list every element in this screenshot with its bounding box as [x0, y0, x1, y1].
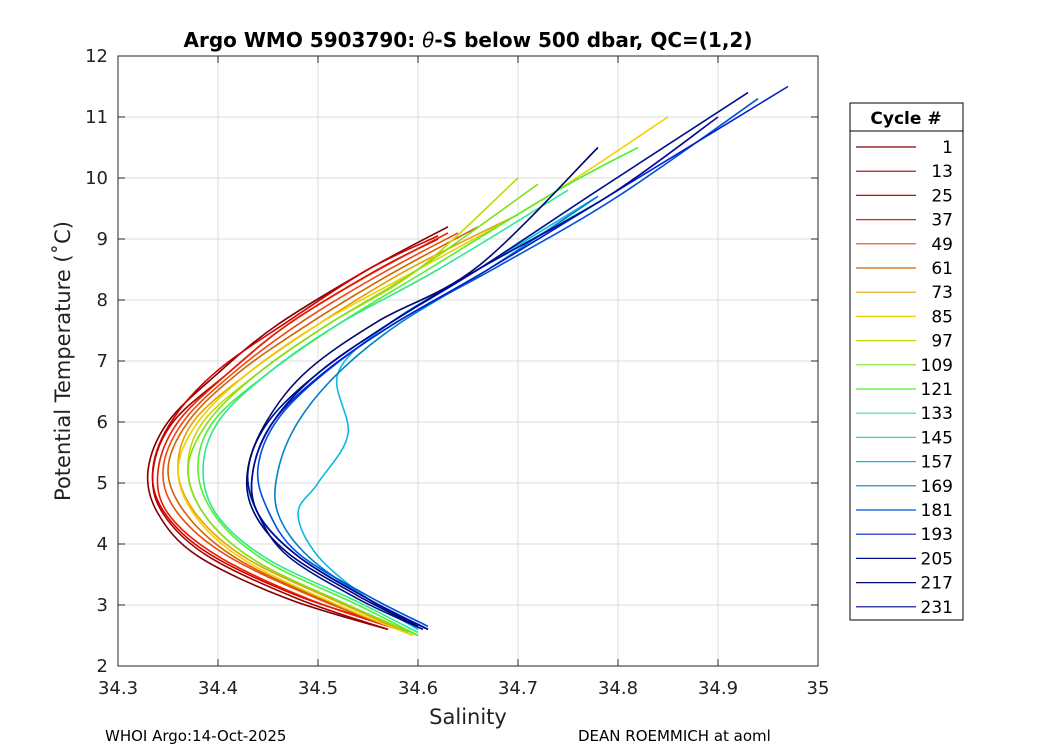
x-tick-label: 35 — [807, 678, 830, 699]
y-tick-label: 11 — [85, 107, 108, 128]
series-line-cycle-217 — [245, 146, 599, 628]
series-line-cycle-25 — [151, 235, 439, 628]
series-line-cycle-181 — [256, 98, 759, 628]
series-line-cycle-73 — [177, 213, 519, 634]
y-tick-label: 5 — [97, 473, 108, 494]
legend-label-cycle-205: 205 — [921, 549, 953, 569]
series-line-cycle-37 — [156, 232, 449, 631]
y-tick-label: 3 — [97, 595, 108, 616]
x-tick-label: 34.9 — [698, 678, 738, 699]
x-tick-label: 34.3 — [98, 678, 138, 699]
y-axis-label: Potential Temperature (˚C) — [51, 221, 75, 501]
series-layer — [146, 85, 789, 637]
chart-title: Argo WMO 5903790: θ-S below 500 dbar, QC… — [184, 28, 753, 52]
legend-label-cycle-37: 37 — [931, 211, 953, 231]
legend-label-cycle-121: 121 — [921, 380, 953, 400]
y-tick-label: 7 — [97, 351, 108, 372]
legend-label-cycle-217: 217 — [921, 574, 953, 594]
x-axis-label: Salinity — [429, 705, 507, 729]
legend-label-cycle-157: 157 — [921, 453, 953, 473]
axis-ticks: 34.3 34.4 34.5 34.6 34.7 34.8 34.9 35 2 3 4 5 6 7 8 9 10… — [85, 46, 829, 699]
series-line-cycle-1 — [146, 226, 449, 631]
y-tick-label: 12 — [85, 46, 108, 67]
x-tick-label: 34.4 — [198, 678, 238, 699]
y-tick-label: 10 — [85, 168, 108, 189]
legend-label-cycle-231: 231 — [921, 598, 953, 618]
x-tick-label: 34.8 — [598, 678, 638, 699]
legend-label-cycle-193: 193 — [921, 525, 953, 545]
legend-label-cycle-97: 97 — [931, 332, 953, 352]
series-line-cycle-49 — [162, 232, 459, 631]
legend: Cycle # 1 13 25 37 49 61 73 85 97 109 121 133 145 157… — [849, 102, 964, 621]
series-line-cycle-133 — [202, 189, 569, 634]
legend-label-cycle-49: 49 — [931, 235, 953, 255]
y-tick-label: 8 — [97, 290, 108, 311]
legend-label-cycle-1: 1 — [942, 138, 953, 158]
legend-label-cycle-25: 25 — [931, 186, 953, 206]
series-line-cycle-231 — [250, 116, 719, 631]
legend-label-cycle-169: 169 — [921, 477, 953, 497]
legend-label-cycle-85: 85 — [931, 307, 953, 327]
legend-label-cycle-109: 109 — [921, 356, 953, 376]
x-tick-label: 34.6 — [398, 678, 438, 699]
legend-label-cycle-13: 13 — [931, 162, 953, 182]
footer-right: DEAN ROEMMICH at aoml — [578, 727, 771, 745]
x-tick-label: 34.7 — [498, 678, 538, 699]
series-line-cycle-205 — [246, 91, 749, 631]
y-tick-label: 2 — [97, 656, 108, 677]
legend-label-cycle-61: 61 — [931, 259, 953, 279]
y-tick-label: 4 — [97, 534, 108, 555]
series-line-cycle-121 — [197, 146, 639, 637]
y-tick-label: 9 — [97, 229, 108, 250]
legend-label-cycle-133: 133 — [921, 404, 953, 424]
legend-title: Cycle # — [870, 109, 941, 129]
x-tick-label: 34.5 — [298, 678, 338, 699]
series-line-cycle-61 — [167, 226, 479, 634]
series-line-cycle-109 — [187, 183, 539, 637]
y-tick-label: 6 — [97, 412, 108, 433]
footer-left: WHOI Argo:14-Oct-2025 — [105, 727, 286, 745]
legend-entries: 1 13 25 37 49 61 73 85 97 109 121 133 145 157 169 181 19… — [856, 138, 953, 618]
legend-label-cycle-181: 181 — [921, 501, 953, 521]
legend-label-cycle-145: 145 — [921, 428, 953, 448]
legend-label-cycle-73: 73 — [931, 283, 953, 303]
